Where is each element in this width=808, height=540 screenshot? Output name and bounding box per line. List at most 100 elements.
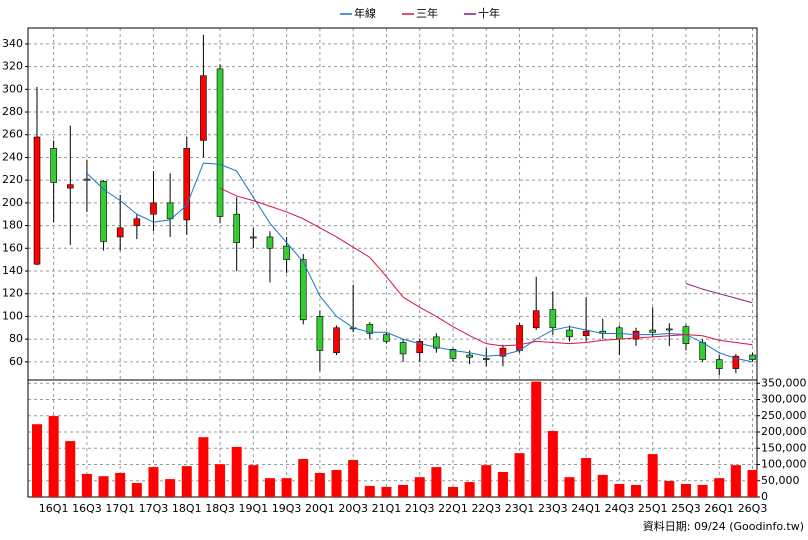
candle-body <box>66 184 74 189</box>
x-tick-label: 17Q3 <box>139 502 169 515</box>
volume-bar <box>464 482 475 497</box>
candle-body <box>482 358 490 360</box>
candle-body <box>699 342 706 360</box>
volume-bar <box>431 467 442 497</box>
volume-bar <box>364 485 375 497</box>
plot-frame <box>27 27 758 498</box>
candle-body <box>250 236 257 239</box>
y-tick-label: 280 <box>2 105 23 118</box>
y-tick-label: 240 <box>2 150 23 163</box>
candle-body <box>715 359 723 369</box>
x-tick-label: 18Q3 <box>205 502 235 515</box>
volume-bar <box>298 458 309 497</box>
candle-body <box>50 148 57 183</box>
y-tick-label: 180 <box>2 219 23 232</box>
volume-bar <box>547 431 558 497</box>
candle-body <box>383 334 390 342</box>
volume-bar <box>148 467 159 497</box>
candle-body <box>283 245 290 260</box>
volume-bar <box>414 477 425 497</box>
candle-body <box>466 354 473 358</box>
x-tick-label: 16Q1 <box>39 502 69 515</box>
candle-body <box>499 347 507 357</box>
x-tick-label: 18Q1 <box>172 502 202 515</box>
x-tick-label: 22Q1 <box>438 502 468 515</box>
x-tick-label: 19Q1 <box>238 502 268 515</box>
y-tick-label: 200 <box>2 196 23 209</box>
y2-tick-label: 50,000 <box>761 474 800 487</box>
legend-label: 年線 <box>354 6 376 20</box>
volume-bar <box>597 474 608 497</box>
volume-bar <box>348 459 359 497</box>
candle-body <box>582 330 590 337</box>
volume-bar <box>697 484 708 497</box>
ma-line <box>685 283 753 304</box>
volume-bar <box>131 483 142 497</box>
volume-bar <box>581 458 592 497</box>
volume-bar <box>714 478 725 497</box>
y-tick-label: 60 <box>9 355 23 368</box>
candle-body <box>33 136 41 265</box>
ma-line <box>219 187 753 347</box>
y-tick-label: 160 <box>2 241 23 254</box>
volume-bar <box>81 473 92 497</box>
candle-body <box>299 259 307 321</box>
volume-bar <box>680 484 691 497</box>
candle-body <box>632 330 640 340</box>
candle-body <box>433 336 440 349</box>
x-tick-label: 26Q3 <box>738 502 768 515</box>
candle-body <box>366 324 374 334</box>
volume-bar <box>98 476 109 497</box>
volume-bar <box>647 454 658 497</box>
volume-bar <box>115 472 126 497</box>
legend-label: 三年 <box>416 6 438 20</box>
volume-bar <box>48 416 59 497</box>
candle-body <box>566 329 573 338</box>
volume-bar <box>481 465 492 497</box>
y-tick-label: 120 <box>2 287 23 300</box>
y2-tick-label: 0 <box>761 490 768 503</box>
ma-line <box>86 162 753 363</box>
candle-body <box>549 309 557 329</box>
x-tick-label: 25Q1 <box>638 502 668 515</box>
x-tick-label: 17Q1 <box>105 502 135 515</box>
candle-body <box>532 310 540 329</box>
candle-body <box>166 202 174 220</box>
volume-bar <box>398 484 409 497</box>
volume-bar <box>631 484 642 497</box>
volume-bar <box>514 453 525 497</box>
y2-tick-label: 100,000 <box>761 458 807 471</box>
candle-body <box>233 213 240 243</box>
candle-body <box>83 178 91 181</box>
y2-tick-label: 250,000 <box>761 409 807 422</box>
candle-body <box>266 236 274 249</box>
y2-tick-label: 200,000 <box>761 425 807 438</box>
candle-body <box>150 202 157 215</box>
y2-tick-label: 300,000 <box>761 393 807 406</box>
footer: 資料日期: 09/24 (Goodinfo.tw) <box>643 519 804 533</box>
candle-body <box>216 68 224 217</box>
candle-body <box>516 325 523 351</box>
volume-bar <box>314 472 325 497</box>
volume-bar <box>564 477 575 497</box>
x-tick-label: 21Q3 <box>405 502 435 515</box>
candle-body <box>200 75 207 141</box>
volume-bar <box>381 486 392 497</box>
volume-bar <box>664 481 675 497</box>
x-tick-label: 24Q3 <box>605 502 635 515</box>
candle-body <box>116 227 124 238</box>
volume-bar <box>448 486 458 497</box>
volume-bar <box>730 465 741 497</box>
y2-tick-label: 150,000 <box>761 441 807 454</box>
candle-body <box>749 354 756 360</box>
volume-bar <box>165 479 176 497</box>
y-tick-label: 220 <box>2 173 23 186</box>
x-tick-label: 23Q1 <box>505 502 535 515</box>
volume-bar <box>231 446 242 497</box>
x-tick-label: 22Q3 <box>471 502 501 515</box>
volume-bar <box>181 466 192 497</box>
candle-body <box>316 316 324 351</box>
volume-bar <box>32 424 42 497</box>
y-tick-label: 100 <box>2 309 23 322</box>
